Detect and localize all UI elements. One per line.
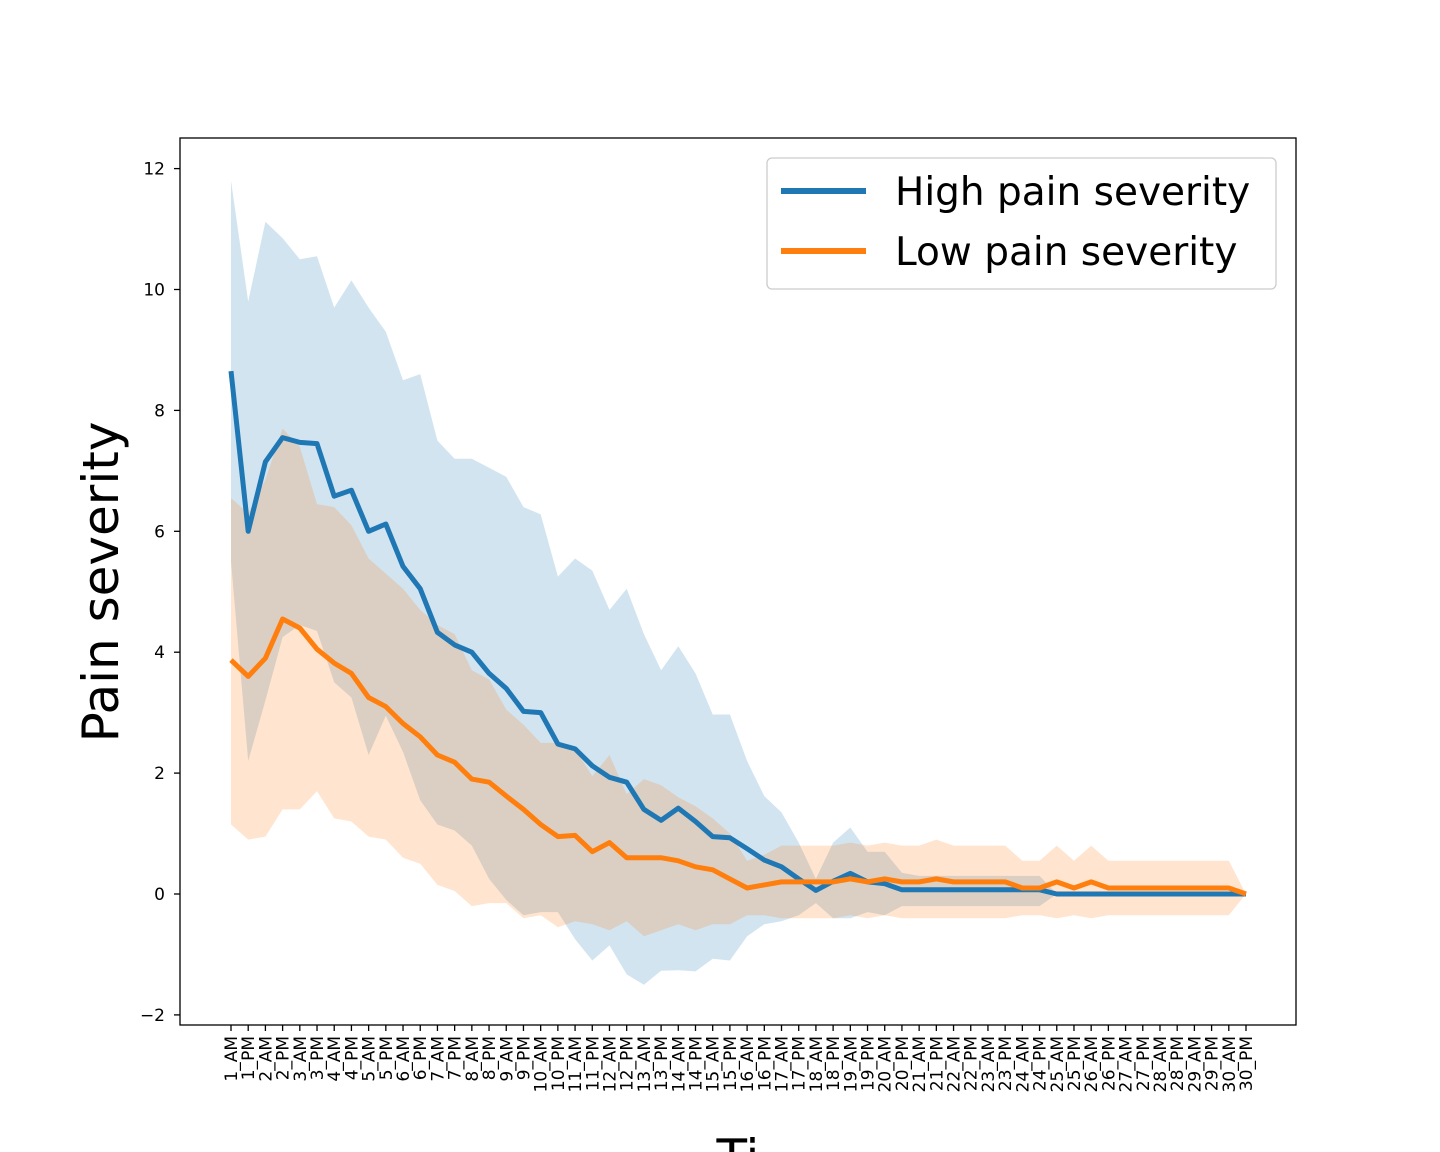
x-tick-label: 11_AM: [566, 1036, 586, 1092]
x-tick-label: 8_AM: [463, 1036, 483, 1082]
x-tick-label: 4_PM: [342, 1036, 362, 1080]
legend-label-high: High pain severity: [895, 170, 1250, 215]
x-tick-label: 1_PM: [239, 1036, 259, 1080]
x-tick-label: 27_PM: [1134, 1036, 1154, 1091]
y-axis-label: Pain severity: [72, 422, 130, 743]
x-tick-label: 22_AM: [945, 1036, 965, 1092]
y-axis: −2 0 2 4 6 8 10 12: [140, 160, 180, 1026]
x-axis: 1_AM1_PM2_AM2_PM3_AM3_PM4_AM4_PM5_AM5_PM…: [222, 1025, 1257, 1092]
x-tick-label: 21_PM: [927, 1036, 947, 1091]
series-line-high: [228, 370, 1246, 897]
x-tick-label: 13_PM: [652, 1036, 672, 1091]
x-tick-label: 24_PM: [1031, 1036, 1051, 1091]
x-tick-label: 30_PM: [1237, 1036, 1257, 1091]
x-tick-label: 16_AM: [738, 1036, 758, 1092]
x-tick-label: 13_AM: [635, 1036, 655, 1092]
y-tick-label: 0: [154, 885, 165, 905]
x-tick-label: 7_AM: [428, 1036, 448, 1082]
y-tick-label: 12: [143, 160, 165, 180]
x-tick-label: 23_PM: [996, 1036, 1016, 1091]
x-tick-label: 3_PM: [308, 1036, 328, 1080]
x-tick-label: 18_AM: [807, 1036, 827, 1092]
legend: High pain severity Low pain severity: [766, 157, 1277, 290]
x-tick-label: 21_AM: [910, 1036, 930, 1092]
x-tick-label: 16_PM: [755, 1036, 775, 1091]
x-tick-label: 8_PM: [480, 1036, 500, 1080]
x-tick-label: 26_PM: [1099, 1036, 1119, 1091]
x-tick-label: 15_AM: [704, 1036, 724, 1092]
x-tick-label: 5_PM: [377, 1036, 397, 1080]
x-axis-label: Ti: [716, 1129, 760, 1152]
y-tick-label: −2: [140, 1006, 165, 1026]
plot-frame: [179, 137, 1297, 1026]
x-tick-label: 23_AM: [979, 1036, 999, 1092]
x-tick-label: 20_PM: [893, 1036, 913, 1091]
x-tick-label: 28_AM: [1151, 1036, 1171, 1092]
x-tick-label: 19_PM: [859, 1036, 879, 1091]
x-tick-label: 1_AM: [222, 1036, 242, 1082]
x-tick-label: 2_AM: [256, 1036, 276, 1082]
series-line-low: [229, 616, 1247, 897]
x-tick-label: 29_AM: [1185, 1036, 1205, 1092]
x-tick-label: 9_PM: [515, 1036, 535, 1080]
x-tick-label: 12_AM: [601, 1036, 621, 1092]
band-low: [231, 428, 1246, 937]
x-tick-label: 14_PM: [687, 1036, 707, 1091]
x-tick-label: 9_AM: [497, 1036, 517, 1082]
y-tick-label: 2: [154, 764, 165, 784]
series-lines: [228, 370, 1247, 897]
x-tick-label: 4_AM: [325, 1036, 345, 1082]
x-tick-label: 5_AM: [360, 1036, 380, 1082]
x-tick-label: 7_PM: [446, 1036, 466, 1080]
x-tick-label: 12_PM: [618, 1036, 638, 1091]
x-tick-label: 25_AM: [1048, 1036, 1068, 1092]
x-tick-label: 19_AM: [841, 1036, 861, 1092]
x-tick-label: 29_PM: [1203, 1036, 1223, 1091]
x-tick-label: 15_PM: [721, 1036, 741, 1091]
x-tick-label: 25_PM: [1065, 1036, 1085, 1091]
x-tick-label: 10_PM: [549, 1036, 569, 1091]
x-tick-label: 6_AM: [394, 1036, 414, 1082]
x-tick-label: 20_AM: [876, 1036, 896, 1092]
y-tick-label: 8: [154, 401, 165, 421]
x-tick-label: 27_AM: [1117, 1036, 1137, 1092]
y-tick-label: 4: [154, 643, 165, 663]
x-tick-label: 11_PM: [583, 1036, 603, 1091]
x-tick-label: 3_AM: [291, 1036, 311, 1082]
x-tick-label: 24_AM: [1013, 1036, 1033, 1092]
x-tick-label: 6_PM: [411, 1036, 431, 1080]
x-tick-label: 18_PM: [824, 1036, 844, 1091]
x-tick-label: 17_PM: [790, 1036, 810, 1091]
y-tick-label: 6: [154, 522, 165, 542]
legend-box: [766, 157, 1277, 290]
confidence-bands: [231, 180, 1246, 985]
x-tick-label: 26_AM: [1082, 1036, 1102, 1092]
x-tick-label: 14_AM: [669, 1036, 689, 1092]
legend-label-low: Low pain severity: [895, 230, 1237, 275]
x-tick-label: 22_PM: [962, 1036, 982, 1091]
x-tick-label: 30_AM: [1220, 1036, 1240, 1092]
x-tick-label: 28_PM: [1168, 1036, 1188, 1091]
x-tick-label: 10_AM: [532, 1036, 552, 1092]
y-tick-label: 10: [143, 281, 165, 301]
x-tick-label: 17_AM: [773, 1036, 793, 1092]
x-tick-label: 2_PM: [274, 1036, 294, 1080]
